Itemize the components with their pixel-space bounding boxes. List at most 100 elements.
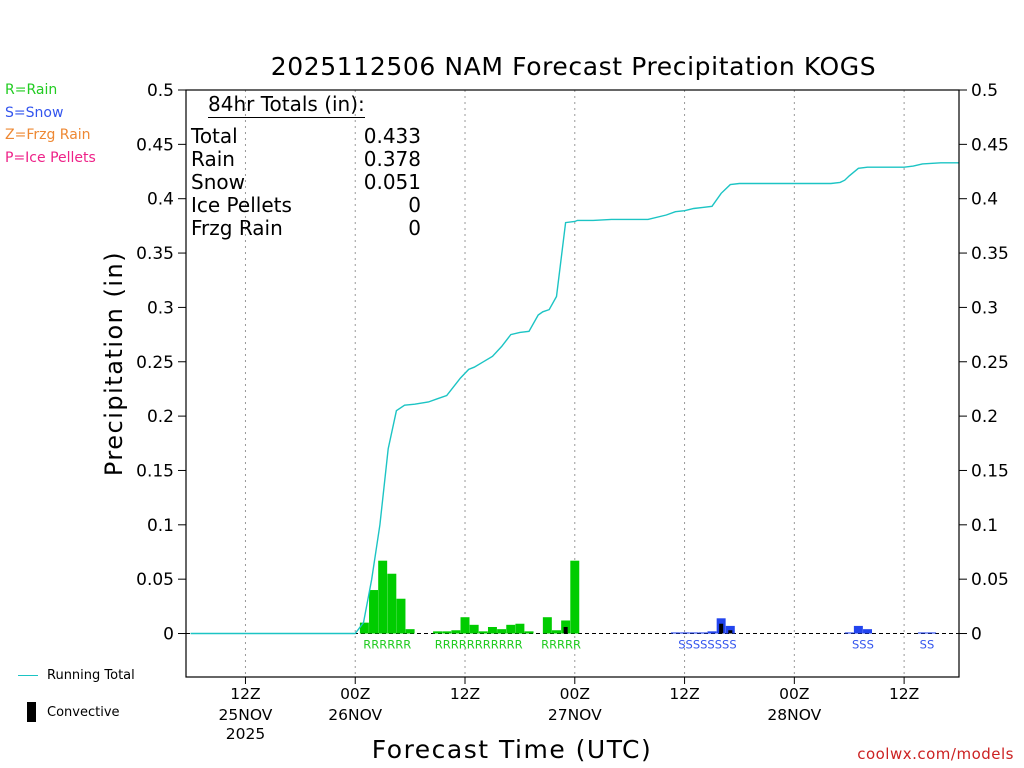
convective-bar — [728, 630, 733, 634]
line-swatch-icon — [18, 675, 38, 676]
totals-value: 0.051 — [363, 170, 421, 194]
totals-label: Total — [191, 124, 238, 148]
y-tick-label-left: 0.4 — [147, 190, 174, 210]
convective-bar — [563, 626, 568, 634]
precip-bar — [524, 631, 534, 634]
bar-swatch-icon — [27, 702, 36, 722]
legend-running-total-label: Running Total — [47, 668, 135, 683]
totals-value: 0.433 — [363, 124, 421, 148]
precip-bar — [844, 632, 854, 634]
totals-row-total: Total 0.433 — [191, 124, 421, 148]
y-tick-label-left: 0.45 — [136, 135, 174, 155]
y-tick-label-left: 0 — [163, 625, 174, 645]
chart-title: 2025112506 NAM Forecast Precipitation KO… — [271, 52, 876, 81]
precip-type-code: SSS — [852, 638, 874, 652]
watermark: coolwx.com/models — [857, 745, 1014, 763]
precip-bar — [433, 631, 443, 634]
precip-bar — [396, 598, 406, 634]
precip-bar — [707, 631, 717, 634]
precip-bar — [359, 622, 369, 634]
x-tick-label: 00Z — [340, 685, 370, 703]
plot-frame — [185, 89, 960, 678]
precip-bar — [405, 629, 415, 634]
x-tick-label: 12Z — [230, 685, 260, 703]
y-tick-label-left: 0.2 — [147, 407, 174, 427]
x-tick-date: 25NOV — [219, 706, 273, 724]
precip-bar — [378, 560, 388, 634]
type-legend: R=Rain S=Snow Z=Frzg Rain P=Ice Pellets — [5, 79, 96, 169]
y-tick-label-right: 0.25 — [971, 353, 1009, 373]
y-tick-label-left: 0.15 — [136, 461, 174, 481]
totals-table: Total 0.433 Rain 0.378 Snow 0.051 Ice Pe… — [191, 124, 421, 240]
x-axis-label: Forecast Time (UTC) — [372, 735, 652, 764]
totals-row-rain: Rain 0.378 — [191, 147, 421, 171]
legend-running-total: Running Total — [18, 668, 135, 683]
y-tick-label-right: 0.15 — [971, 461, 1009, 481]
y-tick-label-left: 0.35 — [136, 244, 174, 264]
precip-bar — [552, 630, 561, 634]
totals-row-snow: Snow 0.051 — [191, 170, 421, 194]
y-tick-label-right: 0.4 — [971, 190, 998, 210]
precip-bar — [917, 632, 927, 634]
totals-value: 0 — [408, 193, 421, 217]
precip-bar — [451, 630, 461, 634]
legend-convective: Convective — [27, 702, 120, 722]
type-legend-snow: S=Snow — [5, 104, 64, 121]
precip-type-code: RRRRRR — [363, 638, 411, 652]
precip-type-code: SSSSSSSS — [678, 638, 736, 652]
y-tick-label-left: 0.25 — [136, 353, 174, 373]
precip-bar — [689, 632, 699, 634]
type-legend-rain: R=Rain — [5, 82, 58, 98]
y-tick-label-right: 0.45 — [971, 135, 1009, 155]
precip-bar — [570, 560, 580, 634]
x-tick-date: 28NOV — [767, 706, 821, 724]
precip-bar — [515, 623, 525, 634]
precip-bar — [725, 625, 735, 634]
x-tick-date: 26NOV — [328, 706, 382, 724]
y-tick-label-left: 0.1 — [147, 516, 174, 536]
convective-bar — [719, 623, 724, 634]
precip-type-code: SS — [920, 638, 935, 652]
totals-label: Frzg Rain — [191, 216, 283, 240]
x-tick-label: 12Z — [669, 685, 699, 703]
totals-label: Rain — [191, 147, 235, 171]
x-tick-date: 27NOV — [548, 706, 602, 724]
precip-bar — [460, 617, 470, 634]
x-tick-year: 2025 — [226, 725, 265, 743]
precip-bar — [927, 632, 937, 634]
x-tick-label: 12Z — [450, 685, 480, 703]
totals-value: 0.378 — [363, 147, 421, 171]
precip-bar — [670, 632, 680, 634]
precip-type-code: RRRRRRRRRRR — [435, 638, 523, 652]
totals-label: Snow — [191, 170, 245, 194]
type-legend-frzg-rain: Z=Frzg Rain — [5, 127, 91, 143]
totals-value: 0 — [408, 216, 421, 240]
running-total-line — [190, 162, 959, 635]
legend-convective-label: Convective — [47, 704, 120, 720]
y-tick-label-right: 0.3 — [971, 298, 998, 318]
precip-bar — [487, 626, 497, 634]
precip-bar — [542, 617, 552, 634]
y-tick-label-left: 0.05 — [136, 570, 174, 590]
y-tick-label-right: 0.5 — [971, 81, 998, 101]
precip-bar — [478, 631, 488, 634]
totals-header: 84hr Totals (in): — [208, 92, 365, 118]
x-tick-label: 00Z — [560, 685, 590, 703]
y-tick-label-right: 0.1 — [971, 516, 998, 536]
x-tick-label: 00Z — [779, 685, 809, 703]
x-tick-label: 12Z — [889, 685, 919, 703]
precip-bar — [680, 632, 690, 634]
precip-bar — [442, 631, 452, 634]
y-tick-label-right: 0.05 — [971, 570, 1009, 590]
y-tick-label-right: 0.2 — [971, 407, 998, 427]
y-tick-label-left: 0.5 — [147, 81, 174, 101]
precip-type-code: RRRRR — [541, 638, 581, 652]
precip-bar — [497, 629, 507, 634]
totals-row-ice-pellets: Ice Pellets 0 — [191, 193, 421, 217]
precip-bar — [506, 624, 516, 634]
precip-bar — [369, 590, 379, 634]
y-tick-label-right: 0.35 — [971, 244, 1009, 264]
precip-bar — [469, 624, 479, 634]
type-legend-ice-pellets: P=Ice Pellets — [5, 149, 96, 166]
